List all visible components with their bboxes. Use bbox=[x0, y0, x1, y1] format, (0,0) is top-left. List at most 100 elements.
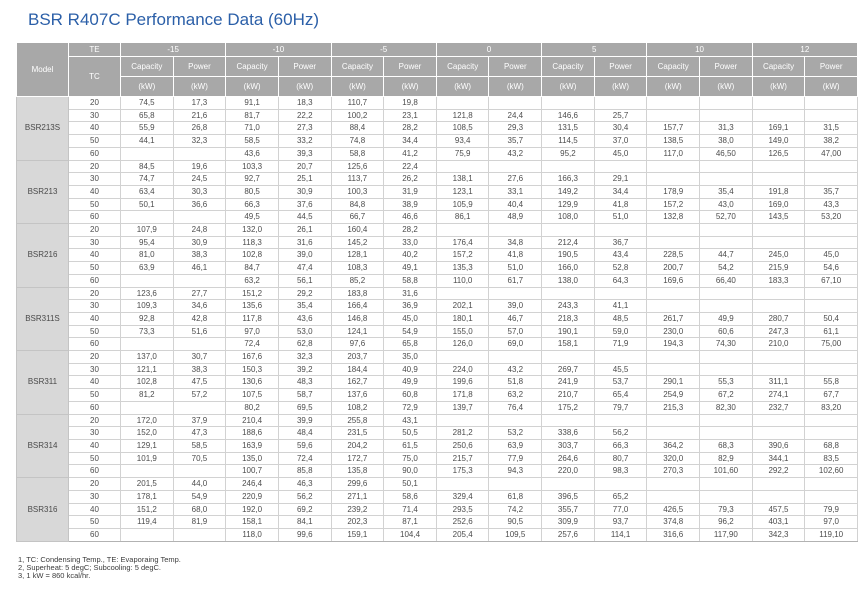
data-cell: 55,3 bbox=[699, 375, 753, 390]
data-cell: 48,9 bbox=[488, 210, 543, 225]
unit-header: (kW) bbox=[277, 76, 332, 97]
data-cell: 69,5 bbox=[277, 400, 332, 415]
data-cell: 19,6 bbox=[172, 159, 227, 174]
data-cell: 38,0 bbox=[699, 134, 753, 148]
data-cell: 74,7 bbox=[120, 172, 174, 186]
data-cell bbox=[435, 413, 490, 428]
te-value-header: 5 bbox=[541, 42, 648, 57]
table-row: 40 151,2 68,0 192,0 69,2 239,2 71,4 293,5 74,2 35… bbox=[17, 502, 858, 517]
data-cell: 58,5 bbox=[172, 438, 227, 453]
table-row: 40 81,0 38,3 102,8 39,0 128,1 40,2 157,2 41,8 190… bbox=[17, 248, 858, 263]
data-cell bbox=[435, 477, 490, 491]
data-cell: 82,9 bbox=[699, 451, 753, 466]
data-cell: 42,8 bbox=[172, 311, 227, 326]
data-cell: 190,1 bbox=[541, 324, 595, 339]
data-cell bbox=[593, 223, 648, 237]
data-cell: 124,1 bbox=[330, 324, 385, 339]
data-cell: 19,8 bbox=[383, 96, 437, 110]
data-cell: 201,5 bbox=[120, 477, 174, 491]
data-cell: 169,6 bbox=[646, 273, 701, 288]
data-cell: 61,1 bbox=[804, 324, 858, 339]
data-cell: 36,6 bbox=[172, 197, 227, 212]
data-cell: 27,7 bbox=[172, 286, 227, 301]
data-cell: 457,5 bbox=[751, 502, 806, 517]
data-cell: 204,2 bbox=[330, 438, 385, 453]
data-cell: 50,1 bbox=[120, 197, 174, 212]
data-cell bbox=[541, 477, 595, 491]
data-cell: 22,2 bbox=[277, 108, 332, 123]
data-cell bbox=[699, 286, 753, 301]
data-cell: 257,6 bbox=[541, 527, 595, 542]
data-cell bbox=[699, 172, 753, 186]
tc-cell: 60 bbox=[68, 146, 121, 161]
data-cell bbox=[804, 350, 858, 364]
data-cell: 31,5 bbox=[804, 121, 858, 136]
data-cell: 200,7 bbox=[646, 261, 701, 275]
data-cell: 203,7 bbox=[330, 350, 385, 364]
capacity-header: Capacity bbox=[751, 56, 806, 77]
data-cell: 48,4 bbox=[277, 426, 332, 440]
data-cell: 220,0 bbox=[541, 464, 595, 479]
table-row: 40 55,9 26,8 71,0 27,3 88,4 28,2 108,5 29,3 131,5… bbox=[17, 121, 858, 136]
data-cell bbox=[435, 286, 490, 301]
data-cell: 66,3 bbox=[225, 197, 279, 212]
table-row: 50 50,1 36,6 66,3 37,6 84,8 38,9 105,9 40,4 129,9… bbox=[17, 197, 858, 212]
data-cell bbox=[646, 286, 701, 301]
data-cell bbox=[646, 426, 701, 440]
data-cell: 175,2 bbox=[541, 400, 595, 415]
data-cell bbox=[646, 223, 701, 237]
table-container: Model TE -15 -10 -5 0 5 10 12 TC Capacity Power Capa… bbox=[16, 42, 859, 542]
table-row: 30 152,0 47,3 188,6 48,4 231,5 50,5 281,2 53,2 33… bbox=[17, 426, 858, 440]
data-cell: 114,5 bbox=[541, 134, 595, 148]
data-cell: 29,2 bbox=[277, 286, 332, 301]
data-cell bbox=[172, 146, 227, 161]
data-cell: 38,9 bbox=[383, 197, 437, 212]
data-cell: 123,1 bbox=[435, 184, 490, 199]
data-cell: 135,8 bbox=[330, 464, 385, 479]
table-row: 30 121,1 38,3 150,3 39,2 184,4 40,9 224,0 43,2 26… bbox=[17, 362, 858, 377]
data-cell: 126,0 bbox=[435, 337, 490, 352]
data-cell bbox=[699, 223, 753, 237]
data-cell: 79,7 bbox=[593, 400, 648, 415]
data-cell: 47,5 bbox=[172, 375, 227, 390]
data-cell: 129,1 bbox=[120, 438, 174, 453]
data-cell: 149,2 bbox=[541, 184, 595, 199]
data-cell: 178,9 bbox=[646, 184, 701, 199]
page-title: BSR R407C Performance Data (60Hz) bbox=[28, 10, 320, 29]
table-row: 50 44,1 32,3 58,5 33,2 74,8 34,4 93,4 35,7 114,5 3… bbox=[17, 134, 858, 148]
unit-header: (kW) bbox=[435, 76, 490, 97]
tc-label: TC bbox=[68, 56, 121, 97]
data-cell: 36,9 bbox=[383, 299, 437, 313]
data-cell: 45,0 bbox=[804, 248, 858, 263]
power-header: Power bbox=[383, 56, 437, 77]
data-cell: 95,2 bbox=[541, 146, 595, 161]
data-cell: 46,7 bbox=[488, 311, 543, 326]
tc-cell: 30 bbox=[68, 108, 121, 123]
data-cell: 41,1 bbox=[593, 299, 648, 313]
data-cell: 190,5 bbox=[541, 248, 595, 263]
data-cell: 41,2 bbox=[383, 146, 437, 161]
data-cell: 183,3 bbox=[751, 273, 806, 288]
data-cell: 184,4 bbox=[330, 362, 385, 377]
data-cell: 73,3 bbox=[120, 324, 174, 339]
data-cell: 264,6 bbox=[541, 451, 595, 466]
data-cell: 261,7 bbox=[646, 311, 701, 326]
data-cell: 74,2 bbox=[488, 502, 543, 517]
tc-cell: 50 bbox=[68, 261, 121, 275]
data-cell bbox=[435, 350, 490, 364]
data-cell: 155,0 bbox=[435, 324, 490, 339]
data-cell: 169,1 bbox=[751, 121, 806, 136]
data-cell bbox=[435, 223, 490, 237]
tc-cell: 60 bbox=[68, 210, 121, 225]
data-cell: 109,5 bbox=[488, 527, 543, 542]
data-cell: 43,4 bbox=[593, 248, 648, 263]
table-row: 60 80,2 69,5 108,2 72,9 139,7 76,4 175,2 79,7 215… bbox=[17, 400, 858, 415]
data-cell: 57,0 bbox=[488, 324, 543, 339]
data-cell: 46,3 bbox=[277, 477, 332, 491]
table-row: 50 101,9 70,5 135,0 72,4 172,7 75,0 215,7 77,9 26… bbox=[17, 451, 858, 466]
data-cell: 228,5 bbox=[646, 248, 701, 263]
data-cell: 250,6 bbox=[435, 438, 490, 453]
data-cell: 33,1 bbox=[488, 184, 543, 199]
data-cell bbox=[172, 337, 227, 352]
data-cell: 138,5 bbox=[646, 134, 701, 148]
